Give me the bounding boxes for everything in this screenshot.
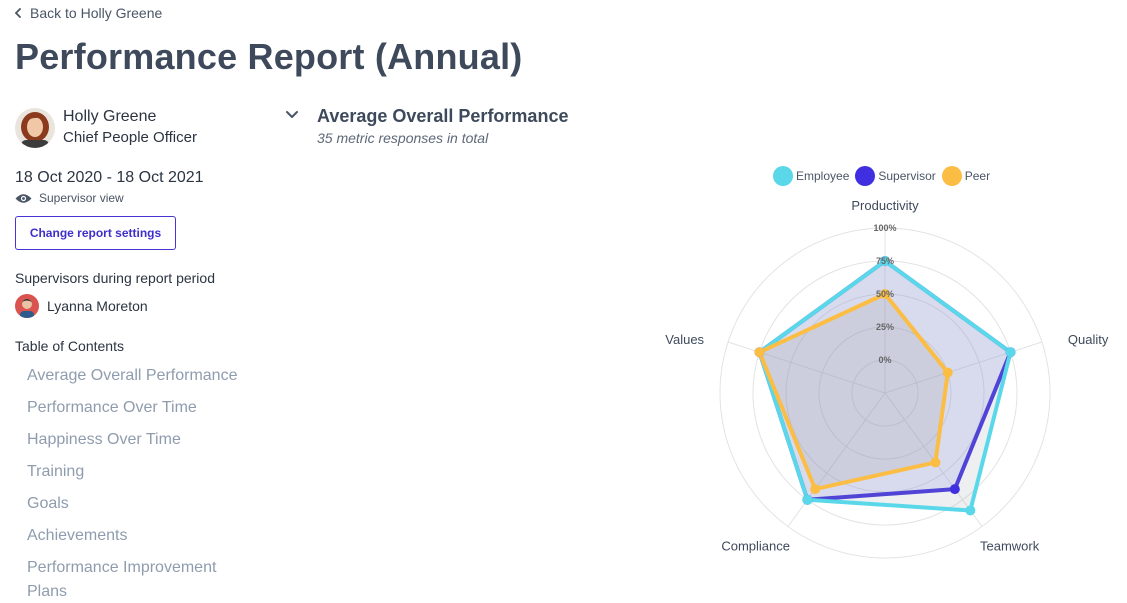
legend-swatch-peer	[941, 166, 962, 186]
point-employee-teamwork	[965, 505, 976, 516]
point-employee-compliance	[802, 494, 813, 505]
tick-label-0: 0%	[878, 355, 891, 365]
section-title: Average Overall Performance	[317, 106, 569, 126]
view-mode-label: Supervisor view	[39, 191, 124, 205]
avatar[interactable]	[15, 108, 55, 148]
point-employee-quality	[1005, 347, 1016, 358]
profile: Holly Greene Chief People Officer	[15, 107, 197, 149]
profile-name: Holly Greene	[63, 108, 157, 125]
change-report-settings-button[interactable]: Change report settings	[15, 216, 176, 250]
toc-item-training[interactable]: Training	[27, 463, 85, 480]
report-date-range: 18 Oct 2020 - 18 Oct 2021	[15, 169, 204, 186]
point-peer-quality	[942, 367, 953, 378]
axis-label-values: Values	[665, 332, 704, 347]
axis-label-compliance: Compliance	[721, 538, 790, 553]
legend-item-employee[interactable]: Employee	[773, 166, 849, 186]
point-employee-productivity	[880, 256, 890, 266]
legend-label-employee: Employee	[796, 169, 850, 183]
toc-item-happiness-over-time[interactable]: Happiness Over Time	[27, 431, 181, 448]
chart-legend: Employee Supervisor Peer	[773, 166, 996, 186]
profile-role: Chief People Officer	[63, 129, 197, 146]
toc-item-performance-over-time[interactable]: Performance Over Time	[27, 399, 197, 416]
legend-item-peer[interactable]: Peer	[941, 166, 991, 186]
page-title: Performance Report (Annual)	[15, 36, 523, 77]
table-of-contents: Average Overall Performance Performance …	[27, 364, 257, 603]
tick-label-100: 100%	[873, 223, 896, 233]
axis-label-quality: Quality	[1068, 332, 1109, 347]
toc-label: Table of Contents	[15, 338, 124, 354]
tick-label-25: 25%	[876, 322, 894, 332]
tick-label-75: 75%	[876, 256, 894, 266]
section-subtitle: 35 metric responses in total	[317, 130, 489, 146]
legend-swatch-employee	[773, 166, 793, 186]
axis-spoke-compliance	[787, 392, 886, 527]
legend-item-supervisor[interactable]: Supervisor	[855, 166, 936, 186]
axis-label-teamwork: Teamwork	[980, 538, 1040, 553]
supervisor-name: Lyanna Moreton	[47, 298, 148, 314]
legend-swatch-supervisor	[855, 166, 876, 186]
toc-item-goals[interactable]: Goals	[27, 495, 69, 512]
section-header: Average Overall Performance 35 metric re…	[284, 105, 568, 149]
chevron-left-icon	[13, 7, 25, 19]
axis-label-productivity: Productivity	[851, 198, 919, 213]
axis-spoke-values	[727, 341, 886, 394]
view-mode: Supervisor view	[15, 191, 124, 205]
toc-item-achievements[interactable]: Achievements	[27, 527, 128, 544]
tick-label-50: 50%	[876, 289, 894, 299]
supervisor-item[interactable]: Lyanna Moreton	[15, 294, 148, 318]
supervisors-label: Supervisors during report period	[15, 270, 215, 286]
series-peer-line	[757, 292, 950, 492]
point-supervisor-teamwork	[949, 484, 960, 495]
back-link[interactable]: Back to Holly Greene	[13, 5, 162, 21]
supervisor-avatar	[15, 294, 39, 318]
toc-item-performance-improvement-plans[interactable]: Performance Improvement Plans	[27, 559, 217, 600]
radar-chart: 0% 25% 50% 75% 100% Productivity Quality Teamwo…	[665, 198, 1109, 559]
eye-icon	[15, 193, 32, 204]
toc-item-average-overall-performance[interactable]: Average Overall Performance	[27, 367, 238, 384]
point-peer-teamwork	[930, 457, 941, 468]
legend-label-peer: Peer	[964, 169, 991, 183]
point-peer-values	[754, 347, 765, 358]
axis-spoke-quality	[884, 341, 1043, 394]
point-peer-productivity	[880, 289, 890, 299]
chevron-down-icon[interactable]	[284, 107, 302, 125]
back-link-label: Back to Holly Greene	[30, 5, 163, 21]
legend-label-supervisor: Supervisor	[878, 169, 936, 183]
point-peer-compliance	[810, 484, 821, 495]
